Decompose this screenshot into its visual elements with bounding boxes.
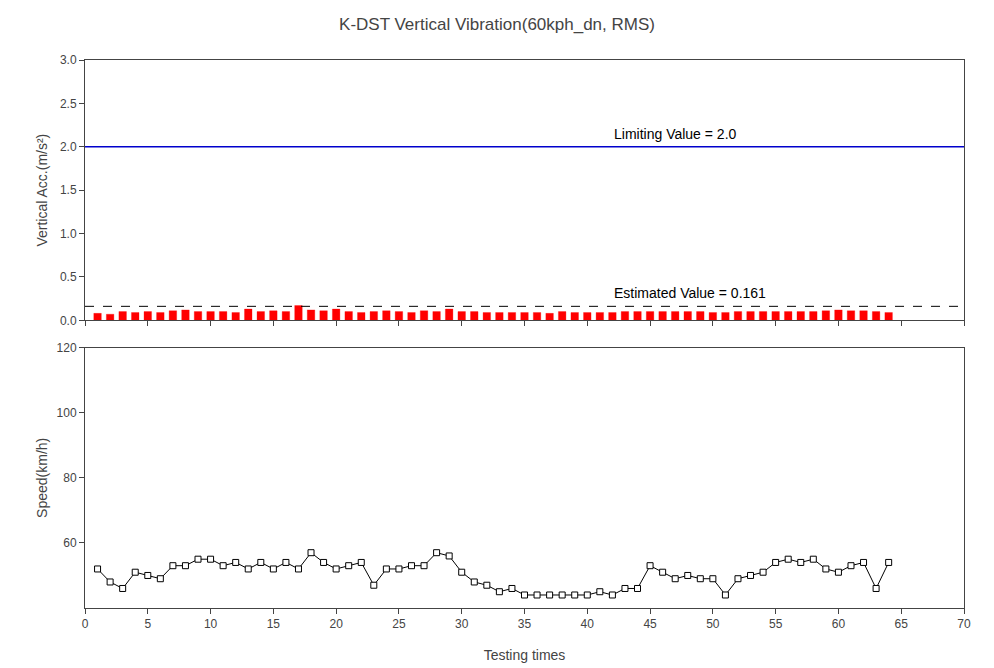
svg-text:Vertical Acc.(m/s²): Vertical Acc.(m/s²): [34, 134, 50, 247]
svg-text:25: 25: [392, 617, 406, 631]
svg-text:15: 15: [267, 617, 281, 631]
svg-text:2.5: 2.5: [60, 97, 77, 111]
svg-text:120: 120: [57, 341, 77, 355]
svg-text:5: 5: [144, 617, 151, 631]
svg-text:100: 100: [57, 406, 77, 420]
svg-text:50: 50: [706, 617, 720, 631]
svg-text:Limiting Value = 2.0: Limiting Value = 2.0: [614, 126, 737, 142]
svg-text:3.0: 3.0: [60, 53, 77, 67]
svg-text:1.5: 1.5: [60, 183, 77, 197]
svg-text:2.0: 2.0: [60, 140, 77, 154]
svg-text:0.5: 0.5: [60, 270, 77, 284]
svg-text:35: 35: [518, 617, 532, 631]
svg-text:60: 60: [63, 536, 77, 550]
svg-text:80: 80: [63, 471, 77, 485]
svg-text:20: 20: [329, 617, 343, 631]
svg-text:65: 65: [895, 617, 909, 631]
svg-text:55: 55: [769, 617, 783, 631]
svg-text:40: 40: [581, 617, 595, 631]
svg-text:45: 45: [643, 617, 657, 631]
svg-text:30: 30: [455, 617, 469, 631]
svg-text:70: 70: [957, 617, 971, 631]
svg-text:Testing times: Testing times: [484, 647, 566, 663]
svg-text:0.0: 0.0: [60, 314, 77, 328]
svg-text:Speed(km/h): Speed(km/h): [34, 438, 50, 518]
svg-text:10: 10: [204, 617, 218, 631]
svg-text:1.0: 1.0: [60, 227, 77, 241]
svg-text:Estimated Value = 0.161: Estimated Value = 0.161: [614, 285, 766, 301]
svg-text:K-DST Vertical Vibration(60kph: K-DST Vertical Vibration(60kph_dn, RMS): [339, 15, 655, 34]
svg-text:60: 60: [832, 617, 846, 631]
svg-text:0: 0: [82, 617, 89, 631]
